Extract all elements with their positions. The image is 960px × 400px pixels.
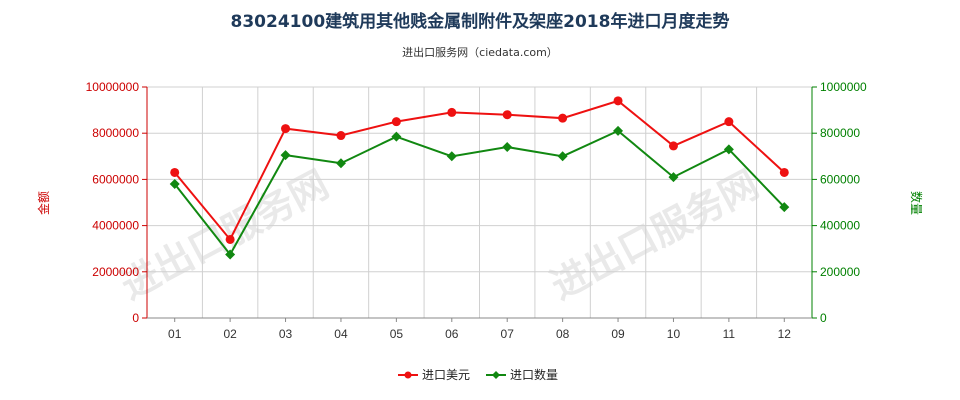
x-tick-label: 04 [334,327,348,341]
data-point-series-2 [335,158,346,169]
x-tick-label: 06 [445,327,459,341]
data-point-series-2 [446,151,457,162]
chart-title: 83024100建筑用其他贱金属制附件及架座2018年进口月度走势 [231,11,730,32]
y-tick-label-left: 2000000 [92,265,139,279]
series-line-2 [173,129,786,257]
y-tick-label-left: 8000000 [92,126,139,140]
x-tick-label: 11 [723,327,736,341]
data-point-series-1 [281,124,291,134]
data-point-series-1 [613,96,623,106]
series-layer [169,96,790,260]
data-point-series-1 [225,234,235,244]
y-tick-label-right: 800000 [820,126,860,140]
data-point-series-1 [724,117,734,127]
data-point-series-2 [169,179,180,190]
data-point-series-2 [668,172,679,183]
axes [146,87,813,319]
x-tick-label: 05 [390,327,404,341]
data-point-series-1 [779,167,789,177]
x-tick-label: 10 [667,327,681,341]
data-point-series-2 [613,125,624,136]
legend: 进口美元 进口数量 [398,367,558,382]
tick-labels: 0 0 2000000 200000 4000000 400000 6000000 60000… [86,80,867,341]
y-axis-label-left: 金额 [36,191,51,215]
legend-label-1: 进口美元 [422,368,470,382]
data-point-series-1 [170,167,180,177]
legend-marker-1 [404,371,412,379]
data-point-series-2 [779,202,790,213]
y-tick-label-right: 600000 [820,172,860,186]
series-line-1 [173,99,785,242]
data-point-series-2 [391,131,402,142]
data-point-series-1 [336,131,346,141]
y-tick-label-left: 6000000 [92,172,139,186]
x-tick-label: 08 [556,327,570,341]
y-tick-label-right: 200000 [820,265,860,279]
watermark-text: 进出口服务网 [544,162,766,308]
data-point-series-2 [502,142,513,153]
data-point-series-2 [723,144,734,155]
data-point-series-1 [391,117,401,127]
legend-label-2: 进口数量 [510,367,558,382]
data-point-series-2 [280,150,291,161]
data-point-series-1 [558,113,568,123]
x-tick-label: 12 [778,327,792,341]
legend-marker-2 [492,371,500,379]
y-tick-label-right: 1000000 [820,80,867,94]
data-point-series-1 [502,110,512,120]
x-tick-label: 03 [279,327,293,341]
y-tick-label-left: 0 [132,311,139,325]
data-point-series-1 [668,141,678,151]
data-point-series-1 [447,107,457,117]
data-point-series-2 [557,151,568,162]
x-tick-label: 07 [501,327,515,341]
x-tick-label: 01 [168,327,182,341]
gridlines [147,86,812,319]
y-tick-label-left: 4000000 [92,219,139,233]
y-axis-label-right: 数量 [909,191,924,215]
watermark-layer: 进出口服务网 进出口服务网 [114,162,766,308]
y-tick-label-right: 0 [820,311,827,325]
chart-subtitle: 进出口服务网（ciedata.com） [402,45,558,59]
data-point-series-2 [225,249,236,260]
y-tick-label-right: 400000 [820,219,860,233]
x-tick-label: 09 [611,327,625,341]
y-tick-label-left: 10000000 [86,80,140,94]
x-tick-label: 02 [223,327,237,341]
